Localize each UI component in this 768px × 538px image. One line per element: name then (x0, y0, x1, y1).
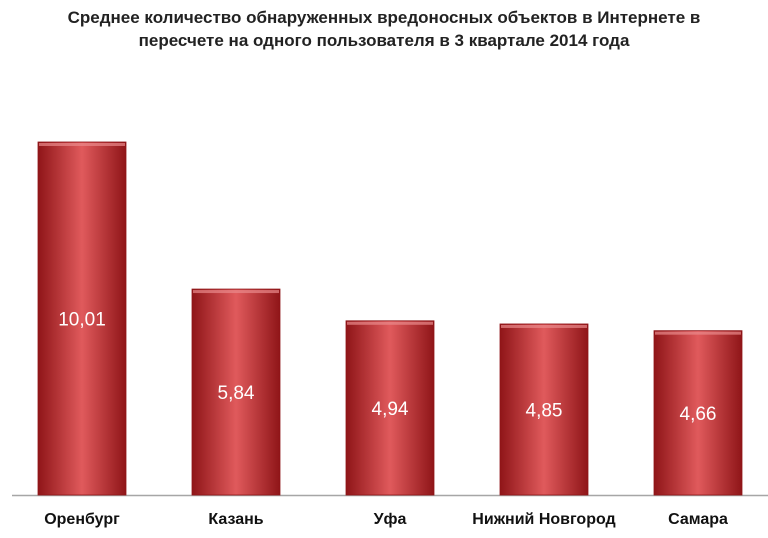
bar-highlight-4 (501, 324, 587, 328)
bar-highlight-5 (655, 331, 741, 335)
bar-value-label: 4,85 (526, 400, 563, 421)
bar-highlight-3 (347, 321, 433, 325)
bar-3 (345, 320, 435, 496)
bar-5 (653, 330, 743, 496)
chart-title: Среднее количество обнаруженных вредонос… (0, 6, 768, 52)
category-label: Оренбург (44, 511, 120, 528)
category-labels-layer: Оренбург Казань Уфа Нижний Новгород Самара (44, 511, 728, 528)
bars-layer: 10,01 5,84 4,94 4,85 4,66 (37, 141, 743, 496)
category-label: Самара (668, 511, 728, 528)
bar-value-label: 4,66 (680, 404, 717, 425)
bar-4 (499, 323, 589, 496)
category-label: Казань (208, 511, 263, 528)
bar-2 (191, 288, 281, 496)
chart-title-line-2: пересчете на одного пользователя в 3 ква… (138, 31, 630, 50)
bar-highlight-1 (39, 143, 125, 146)
category-label: Нижний Новгород (472, 511, 615, 528)
bar-value-label: 10,01 (58, 310, 106, 331)
chart-title-line-1: Среднее количество обнаруженных вредонос… (67, 8, 701, 27)
category-label: Уфа (374, 511, 407, 528)
bar-value-label: 5,84 (218, 383, 255, 404)
bar-highlight-2 (193, 290, 279, 294)
bar-value-label: 4,94 (372, 399, 409, 420)
bar-1 (37, 141, 127, 496)
